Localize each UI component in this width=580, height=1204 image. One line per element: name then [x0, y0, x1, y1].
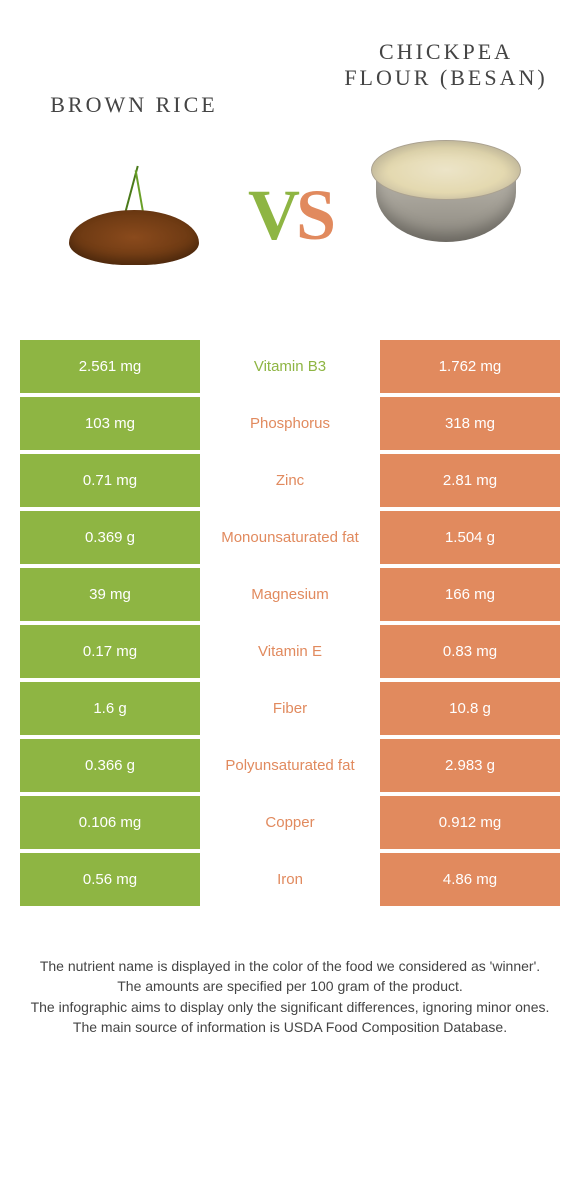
- cell-left-value: 0.17 mg: [20, 625, 200, 678]
- cell-right-value: 2.81 mg: [380, 454, 560, 507]
- cell-left-value: 2.561 mg: [20, 340, 200, 393]
- cell-right-value: 0.912 mg: [380, 796, 560, 849]
- footer-line: The main source of information is USDA F…: [30, 1017, 550, 1037]
- table-row: 103 mgPhosphorus318 mg: [20, 397, 560, 450]
- cell-left-value: 39 mg: [20, 568, 200, 621]
- table-row: 0.369 gMonounsaturated fat1.504 g: [20, 511, 560, 564]
- cell-nutrient-name: Magnesium: [200, 568, 380, 621]
- vs-v: V: [248, 175, 296, 255]
- cell-left-value: 103 mg: [20, 397, 200, 450]
- footer-line: The nutrient name is displayed in the co…: [30, 956, 550, 976]
- cell-nutrient-name: Vitamin E: [200, 625, 380, 678]
- cell-right-value: 4.86 mg: [380, 853, 560, 906]
- vs-s: S: [296, 175, 332, 255]
- food-right-block: Chickpea flour (besan): [332, 30, 560, 270]
- table-row: 0.366 gPolyunsaturated fat2.983 g: [20, 739, 560, 792]
- cell-nutrient-name: Copper: [200, 796, 380, 849]
- cell-right-value: 2.983 g: [380, 739, 560, 792]
- vs-label: VS: [248, 174, 332, 257]
- cell-right-value: 10.8 g: [380, 682, 560, 735]
- chickpea-flour-icon: [371, 130, 521, 240]
- table-row: 0.71 mgZinc2.81 mg: [20, 454, 560, 507]
- cell-nutrient-name: Polyunsaturated fat: [200, 739, 380, 792]
- cell-left-value: 0.56 mg: [20, 853, 200, 906]
- food-right-title: Chickpea flour (besan): [332, 30, 560, 100]
- food-left-title: Brown rice: [20, 70, 248, 140]
- cell-right-value: 0.83 mg: [380, 625, 560, 678]
- cell-nutrient-name: Zinc: [200, 454, 380, 507]
- header: Brown rice VS Chickpea flour (besan): [0, 0, 580, 320]
- cell-nutrient-name: Iron: [200, 853, 380, 906]
- cell-left-value: 1.6 g: [20, 682, 200, 735]
- table-row: 2.561 mgVitamin B31.762 mg: [20, 340, 560, 393]
- nutrition-table: 2.561 mgVitamin B31.762 mg103 mgPhosphor…: [20, 340, 560, 906]
- cell-right-value: 1.762 mg: [380, 340, 560, 393]
- food-left-image: [20, 140, 248, 310]
- cell-nutrient-name: Vitamin B3: [200, 340, 380, 393]
- cell-left-value: 0.366 g: [20, 739, 200, 792]
- footer-line: The amounts are specified per 100 gram o…: [30, 976, 550, 996]
- cell-left-value: 0.106 mg: [20, 796, 200, 849]
- cell-right-value: 318 mg: [380, 397, 560, 450]
- table-row: 0.106 mgCopper0.912 mg: [20, 796, 560, 849]
- table-row: 0.17 mgVitamin E0.83 mg: [20, 625, 560, 678]
- cell-left-value: 0.369 g: [20, 511, 200, 564]
- table-row: 39 mgMagnesium166 mg: [20, 568, 560, 621]
- food-left-block: Brown rice: [20, 30, 248, 310]
- cell-nutrient-name: Phosphorus: [200, 397, 380, 450]
- table-row: 0.56 mgIron4.86 mg: [20, 853, 560, 906]
- footer-line: The infographic aims to display only the…: [30, 997, 550, 1017]
- table-row: 1.6 gFiber10.8 g: [20, 682, 560, 735]
- cell-right-value: 166 mg: [380, 568, 560, 621]
- cell-right-value: 1.504 g: [380, 511, 560, 564]
- cell-nutrient-name: Fiber: [200, 682, 380, 735]
- brown-rice-icon: [59, 180, 209, 270]
- footer-notes: The nutrient name is displayed in the co…: [30, 956, 550, 1037]
- food-right-image: [332, 100, 560, 270]
- cell-left-value: 0.71 mg: [20, 454, 200, 507]
- cell-nutrient-name: Monounsaturated fat: [200, 511, 380, 564]
